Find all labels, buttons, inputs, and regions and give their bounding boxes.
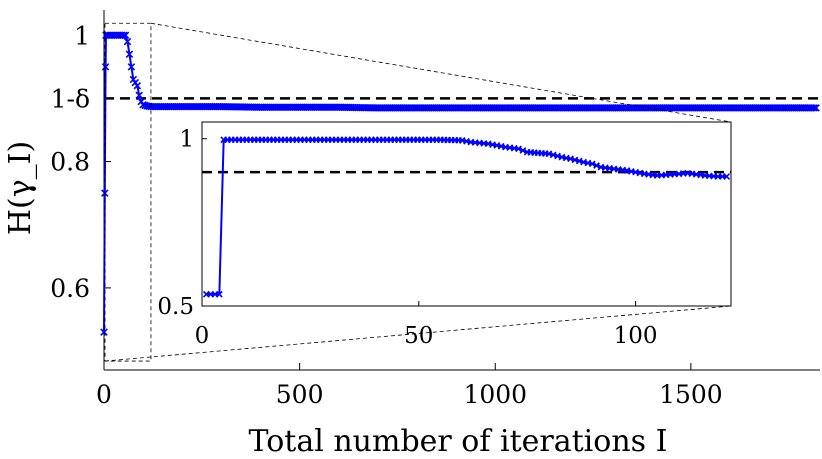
zoom-connector-top bbox=[150, 22, 732, 123]
x-tick-label: 0 bbox=[96, 380, 112, 409]
zoom-rect bbox=[104, 22, 152, 362]
series-point bbox=[135, 91, 143, 100]
series-point bbox=[125, 50, 134, 58]
inset-series-point bbox=[519, 147, 527, 154]
zoom-guides bbox=[104, 22, 732, 362]
y-tick-label: 0.6 bbox=[50, 274, 90, 303]
x-tick-label: 500 bbox=[276, 380, 324, 409]
inset-y-tick-label: 0.5 bbox=[157, 294, 194, 320]
inset-x-tick-label: 50 bbox=[404, 323, 433, 349]
inset-series-point bbox=[593, 162, 600, 169]
inset-plot: 0 50 100 0.5 1 bbox=[157, 121, 732, 349]
series-point bbox=[119, 31, 128, 40]
inset-series-point bbox=[515, 145, 522, 153]
y-tick-label: 0.8 bbox=[50, 148, 90, 177]
series-point bbox=[100, 328, 108, 336]
series-point bbox=[127, 63, 136, 71]
inset-frame bbox=[201, 121, 732, 307]
x-tick-label: 1500 bbox=[659, 380, 723, 409]
series-point bbox=[810, 104, 818, 112]
inset-x-tick-label: 0 bbox=[195, 323, 210, 349]
inset-x-tick-label: 100 bbox=[614, 323, 658, 349]
y-tick-label: 1 bbox=[74, 21, 90, 50]
inset-series-point bbox=[723, 173, 731, 180]
series-point bbox=[123, 37, 132, 46]
y-tick-label: 1-δ bbox=[51, 84, 90, 113]
x-axis-label: Total number of iterations I bbox=[249, 424, 668, 459]
inset-series-point bbox=[588, 160, 596, 168]
y-axis-label: H(γ_I) bbox=[3, 141, 38, 235]
series-point bbox=[121, 31, 130, 40]
series-point bbox=[101, 63, 110, 71]
inset-y-tick-label: 1 bbox=[179, 127, 194, 153]
x-tick-label: 1000 bbox=[463, 380, 527, 409]
series-point bbox=[133, 82, 142, 90]
inset-series-point bbox=[215, 290, 223, 298]
series-point bbox=[812, 104, 820, 112]
